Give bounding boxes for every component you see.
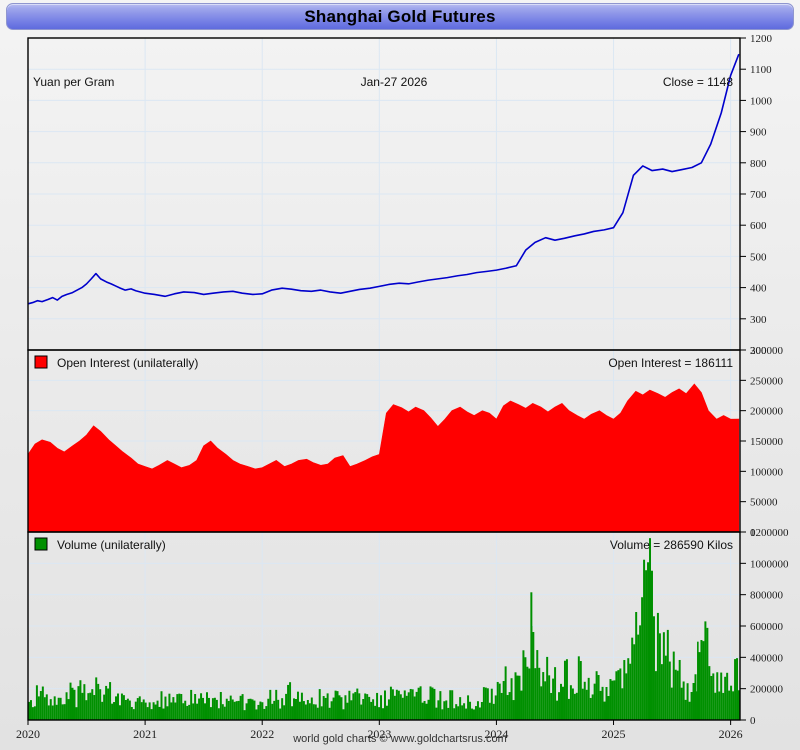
svg-text:0: 0 — [750, 527, 756, 539]
svg-text:300000: 300000 — [750, 345, 784, 357]
volume-color-swatch — [34, 537, 48, 551]
svg-text:2026: 2026 — [719, 727, 743, 741]
credit-footer: world gold charts © www.goldchartsrus.co… — [292, 733, 507, 745]
open-interest-legend-label: Open Interest (unilaterally) — [57, 356, 198, 370]
svg-text:400: 400 — [750, 283, 767, 295]
price-axis-title: Yuan per Gram — [33, 75, 114, 89]
svg-text:900: 900 — [750, 127, 767, 139]
svg-text:600: 600 — [750, 220, 767, 232]
svg-text:200: 200 — [750, 345, 767, 357]
x-axis-year-labels: 2020 2021 2022 2023 2024 2025 2026 — [16, 727, 743, 741]
svg-text:250000: 250000 — [750, 375, 784, 387]
svg-text:700: 700 — [750, 189, 767, 201]
shanghai-gold-futures-chart: 200 300 400 500 600 700 800 900 1000 1100 1200 0 500… — [16, 33, 789, 745]
svg-text:1100: 1100 — [750, 64, 772, 76]
svg-text:2024: 2024 — [484, 727, 508, 741]
svg-text:100000: 100000 — [750, 466, 784, 478]
window-titlebar: Shanghai Gold Futures — [6, 3, 794, 30]
svg-text:2020: 2020 — [16, 727, 40, 741]
svg-text:400000: 400000 — [750, 652, 784, 664]
svg-text:300: 300 — [750, 314, 767, 326]
open-interest-color-swatch — [34, 355, 48, 369]
svg-text:800000: 800000 — [750, 590, 784, 602]
open-interest-value-label: Open Interest = 186111 — [608, 356, 733, 370]
svg-text:2025: 2025 — [602, 727, 626, 741]
close-value-label: Close = 1148 — [663, 75, 733, 89]
svg-text:150000: 150000 — [750, 436, 784, 448]
volume-value-label: Volume = 286590 Kilos — [610, 538, 733, 552]
svg-text:600000: 600000 — [750, 621, 784, 633]
svg-text:200000: 200000 — [750, 684, 784, 696]
chart-axis-ticks: 200 300 400 500 600 700 800 900 1000 1100 1200 0 500… — [27, 33, 789, 727]
svg-text:2022: 2022 — [250, 727, 274, 741]
chart-date-label: Jan-27 2026 — [361, 75, 428, 89]
svg-text:200000: 200000 — [750, 406, 784, 418]
chart-panel-frames — [27, 37, 741, 721]
volume-legend-label: Volume (unilaterally) — [57, 538, 166, 552]
svg-text:50000: 50000 — [750, 497, 778, 509]
svg-text:1000: 1000 — [750, 95, 773, 107]
svg-text:2023: 2023 — [367, 727, 391, 741]
svg-text:0: 0 — [750, 715, 756, 727]
window-title: Shanghai Gold Futures — [304, 7, 496, 26]
svg-text:1200000: 1200000 — [750, 527, 789, 539]
chart-gridlines — [28, 38, 740, 720]
chart-series — [27, 53, 740, 720]
svg-text:800: 800 — [750, 158, 767, 170]
svg-text:2021: 2021 — [133, 727, 157, 741]
svg-text:500: 500 — [750, 251, 767, 263]
svg-text:1200: 1200 — [750, 33, 773, 45]
svg-text:1000000: 1000000 — [750, 558, 789, 570]
